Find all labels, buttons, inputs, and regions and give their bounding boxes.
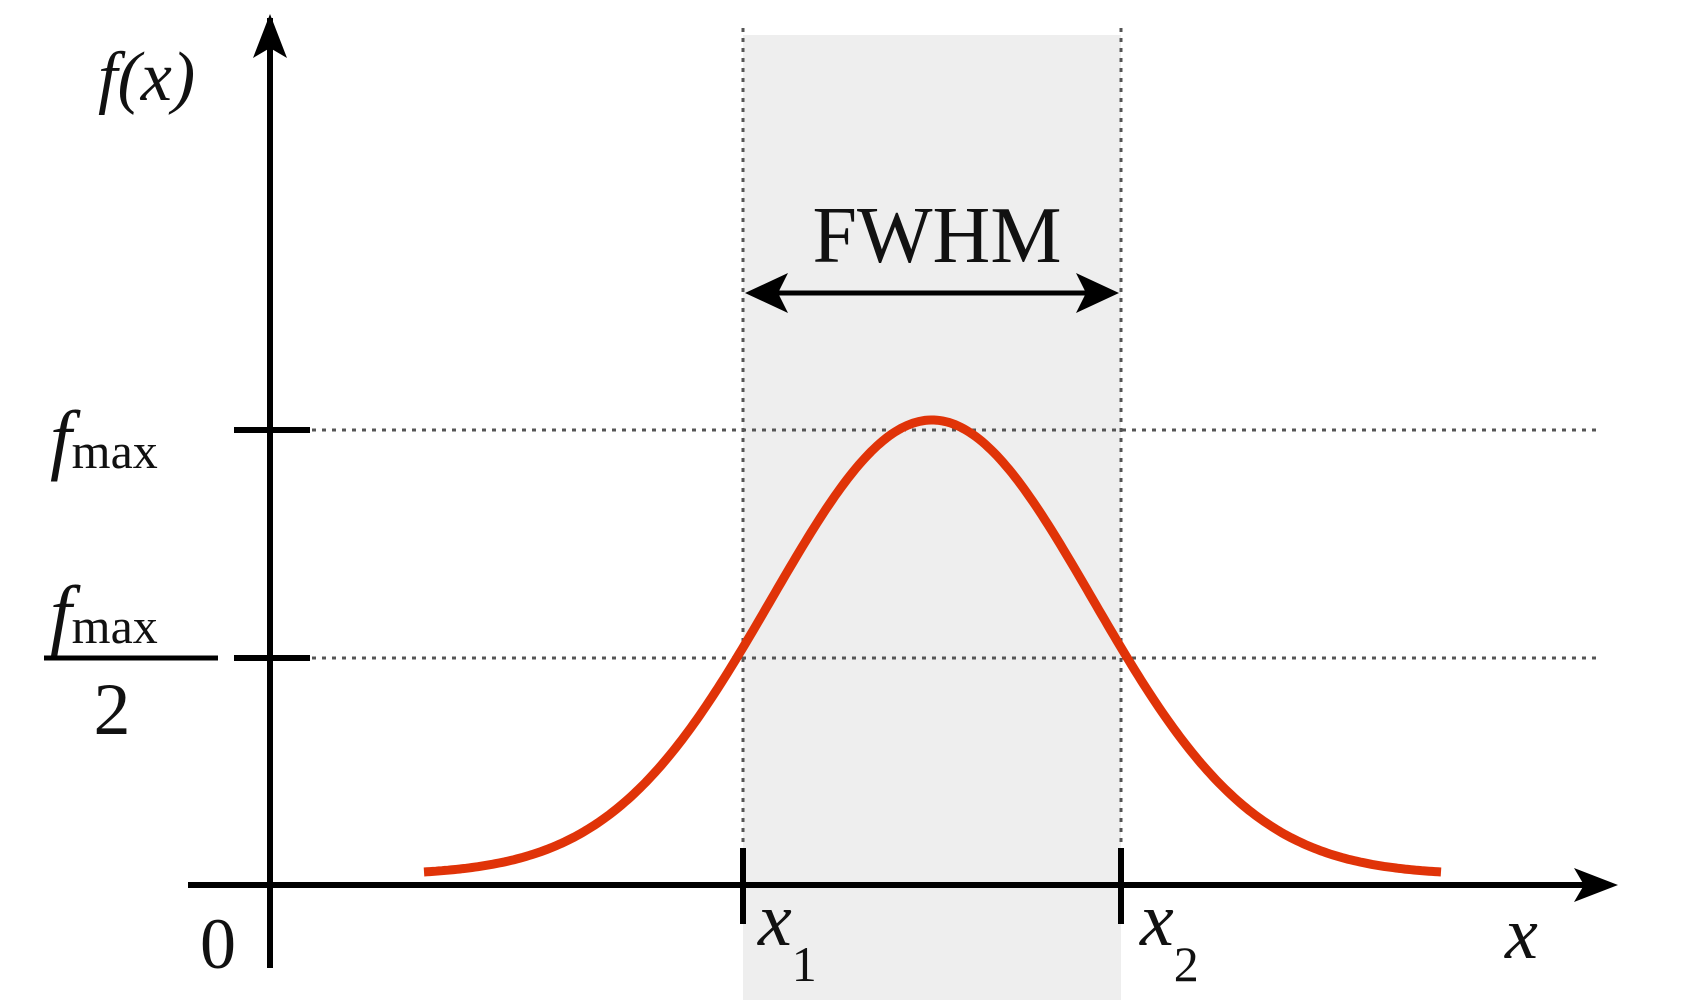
fwhm-label: FWHM <box>813 192 1062 280</box>
x2-label: x2 <box>1139 878 1199 992</box>
origin-label: 0 <box>200 904 236 984</box>
fwhm-arrow-left-head <box>745 273 788 313</box>
x-axis-label: x <box>1504 893 1538 975</box>
gaussian-curve <box>423 415 1442 877</box>
y-axis-arrowhead <box>253 14 287 58</box>
x2-label-subscript: 2 <box>1174 936 1199 992</box>
x-axis-arrowhead <box>1574 868 1618 902</box>
fwhm-band <box>743 35 1121 1000</box>
fmax-label-subscript: max <box>72 423 158 479</box>
x1-label-base: x <box>757 878 792 962</box>
half-max-numerator: fmax <box>50 570 158 657</box>
x1-label: x1 <box>757 878 817 992</box>
half-max-numerator-subscript: max <box>72 598 158 654</box>
fwhm-arrow-right-head <box>1076 273 1119 313</box>
x1-label-subscript: 1 <box>792 936 817 992</box>
half-max-denominator: 2 <box>94 669 131 751</box>
x2-label-base: x <box>1139 878 1174 962</box>
y-axis-label: f(x) <box>98 39 195 116</box>
fmax-label: fmax <box>50 395 158 482</box>
